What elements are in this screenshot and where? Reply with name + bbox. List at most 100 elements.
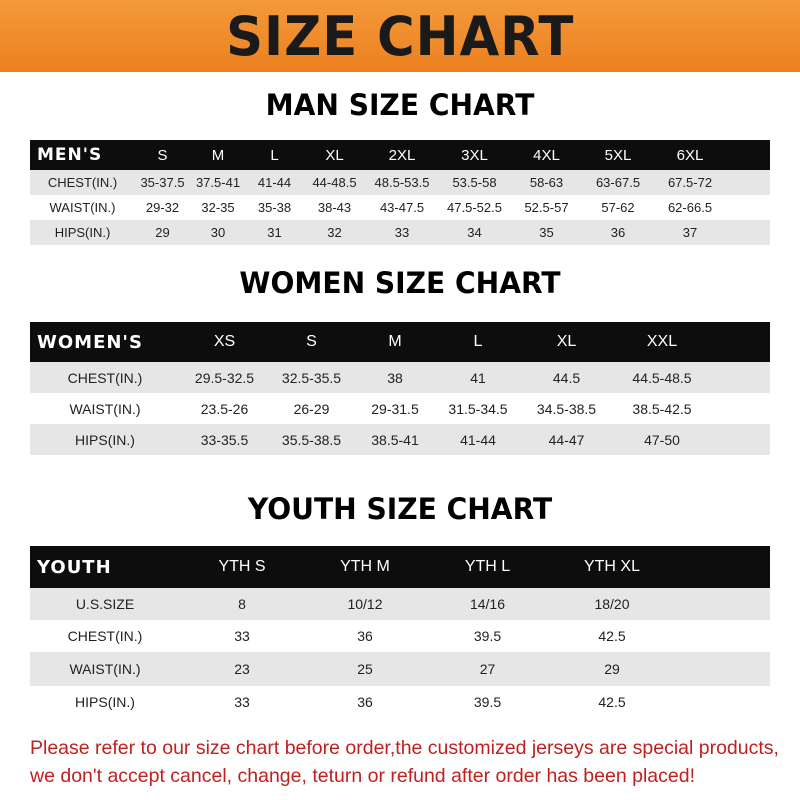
table-row: CHEST(IN.) 29.5-32.5 32.5-35.5 38 41 44.5 44.5…: [30, 362, 770, 393]
size-value: 62-66.5: [667, 200, 713, 215]
size-value: 52.5-57: [524, 200, 569, 215]
size-value: 32: [327, 225, 342, 240]
table-row: U.S.SIZE 8 10/12 14/16 18/20: [30, 588, 770, 620]
row-label: HIPS(IN.): [75, 431, 135, 448]
page-title: SIZE CHART: [225, 4, 575, 68]
table-heading: YOUTH: [37, 556, 112, 578]
size-value: 31: [267, 225, 282, 240]
row-label: CHEST(IN.): [67, 369, 143, 386]
size-value: 53.5-58: [452, 175, 497, 190]
table-row: WAIST(IN.) 23 25 27 29: [30, 652, 770, 686]
size-value: 8: [238, 596, 246, 612]
size-value: 41: [470, 369, 486, 386]
row-label: WAIST(IN.): [69, 400, 141, 417]
size-value: 33: [234, 694, 250, 710]
size-header: L: [473, 333, 483, 350]
size-value: 25: [357, 661, 373, 677]
women-section-title: WOMEN SIZE CHART: [239, 266, 561, 300]
size-value: 23.5-26: [200, 400, 249, 417]
men-section-title: MAN SIZE CHART: [265, 88, 535, 122]
size-value: 26-29: [293, 400, 330, 417]
size-value: 29-31.5: [371, 400, 419, 417]
size-value: 30: [210, 225, 226, 240]
table-row: WAIST(IN.) 23.5-26 26-29 29-31.5 31.5-34.5 34…: [30, 393, 770, 424]
table-row: HIPS(IN.) 29 30 31 32 33 34 35 36 37: [30, 220, 770, 245]
size-value: 23: [234, 661, 250, 677]
size-value: 18/20: [594, 596, 630, 612]
size-value: 35: [539, 225, 554, 240]
table-row: CHEST(IN.) 35-37.5 37.5-41 41-44 44-48.5 48.5…: [30, 170, 770, 195]
table-row: HIPS(IN.) 33 36 39.5 42.5: [30, 686, 770, 718]
size-header: S: [306, 333, 317, 350]
row-label: CHEST(IN.): [67, 628, 143, 644]
size-header: YTH S: [218, 558, 266, 575]
size-value: 10/12: [347, 596, 383, 612]
size-header: XL: [556, 333, 577, 350]
size-header: L: [270, 146, 279, 164]
row-label: HIPS(IN.): [54, 225, 111, 240]
size-value: 38.5-41: [371, 431, 419, 448]
header-row: WOMEN'S XS S M L XL XXL: [30, 322, 770, 362]
men-size-table: MEN'S S M L XL 2XL 3XL 4XL 5XL 6XL CHEST(IN.) 35-37…: [30, 140, 770, 245]
row-label: HIPS(IN.): [75, 694, 135, 710]
table-row: HIPS(IN.) 33-35.5 35.5-38.5 38.5-41 41-44 44-…: [30, 424, 770, 455]
size-header: 4XL: [533, 146, 560, 164]
row-label: WAIST(IN.): [49, 200, 116, 215]
size-value: 33: [394, 225, 410, 240]
row-label: U.S.SIZE: [75, 596, 135, 612]
size-value: 47.5-52.5: [447, 200, 502, 215]
size-value: 35-38: [257, 200, 292, 215]
size-value: 36: [357, 628, 373, 644]
size-header: YTH XL: [583, 558, 640, 575]
size-value: 44-48.5: [312, 175, 357, 190]
size-header: M: [211, 146, 225, 164]
size-value: 29: [155, 225, 170, 240]
size-value: 36: [610, 225, 626, 240]
size-value: 37: [682, 225, 698, 240]
table-heading: WOMEN'S: [37, 331, 143, 353]
size-value: 44-47: [548, 431, 585, 448]
size-value: 44.5: [552, 369, 581, 386]
size-value: 29: [604, 661, 620, 677]
row-label: WAIST(IN.): [69, 661, 141, 677]
header-row: YOUTH YTH S YTH M YTH L YTH XL: [30, 546, 770, 588]
size-value: 63-67.5: [595, 175, 641, 190]
size-value: 14/16: [469, 596, 506, 612]
size-value: 37.5-41: [195, 175, 241, 190]
size-value: 27: [479, 661, 496, 677]
row-label: CHEST(IN.): [47, 175, 118, 190]
size-value: 47-50: [644, 431, 680, 448]
size-value: 34.5-38.5: [536, 400, 597, 417]
size-value: 35.5-38.5: [281, 431, 342, 448]
size-value: 39.5: [473, 628, 502, 644]
size-value: 33-35.5: [200, 431, 249, 448]
size-header: 2XL: [388, 146, 416, 164]
size-value: 38.5-42.5: [632, 400, 692, 417]
disclaimer-note: Please refer to our size chart before or…: [30, 734, 790, 790]
size-value: 35-37.5: [140, 175, 185, 190]
youth-section-title: YOUTH SIZE CHART: [247, 492, 553, 526]
size-value: 42.5: [598, 628, 626, 644]
size-value: 39.5: [473, 694, 502, 710]
size-header: S: [157, 146, 168, 164]
size-header: M: [388, 333, 402, 350]
size-value: 38: [387, 369, 403, 386]
size-value: 36: [357, 694, 373, 710]
table-row: CHEST(IN.) 33 36 39.5 42.5: [30, 620, 770, 652]
note-line: Please refer to our size chart before or…: [30, 737, 779, 759]
size-value: 41-44: [257, 175, 292, 190]
note-line: we don't accept cancel, change, teturn o…: [30, 765, 695, 787]
size-value: 44.5-48.5: [632, 369, 692, 386]
size-value: 42.5: [598, 694, 626, 710]
header-row: MEN'S S M L XL 2XL 3XL 4XL 5XL 6XL: [30, 140, 770, 170]
table-row: WAIST(IN.) 29-32 32-35 35-38 38-43 43-47.5 47.…: [30, 195, 770, 220]
size-header: YTH M: [340, 558, 390, 575]
size-header: 3XL: [461, 146, 488, 164]
size-value: 34: [467, 225, 482, 240]
size-value: 29.5-32.5: [194, 369, 255, 386]
size-value: 32.5-35.5: [281, 369, 342, 386]
size-header: XXL: [646, 333, 678, 350]
table-heading: MEN'S: [37, 145, 103, 165]
size-value: 29-32: [145, 200, 180, 215]
size-header: XS: [213, 333, 236, 350]
